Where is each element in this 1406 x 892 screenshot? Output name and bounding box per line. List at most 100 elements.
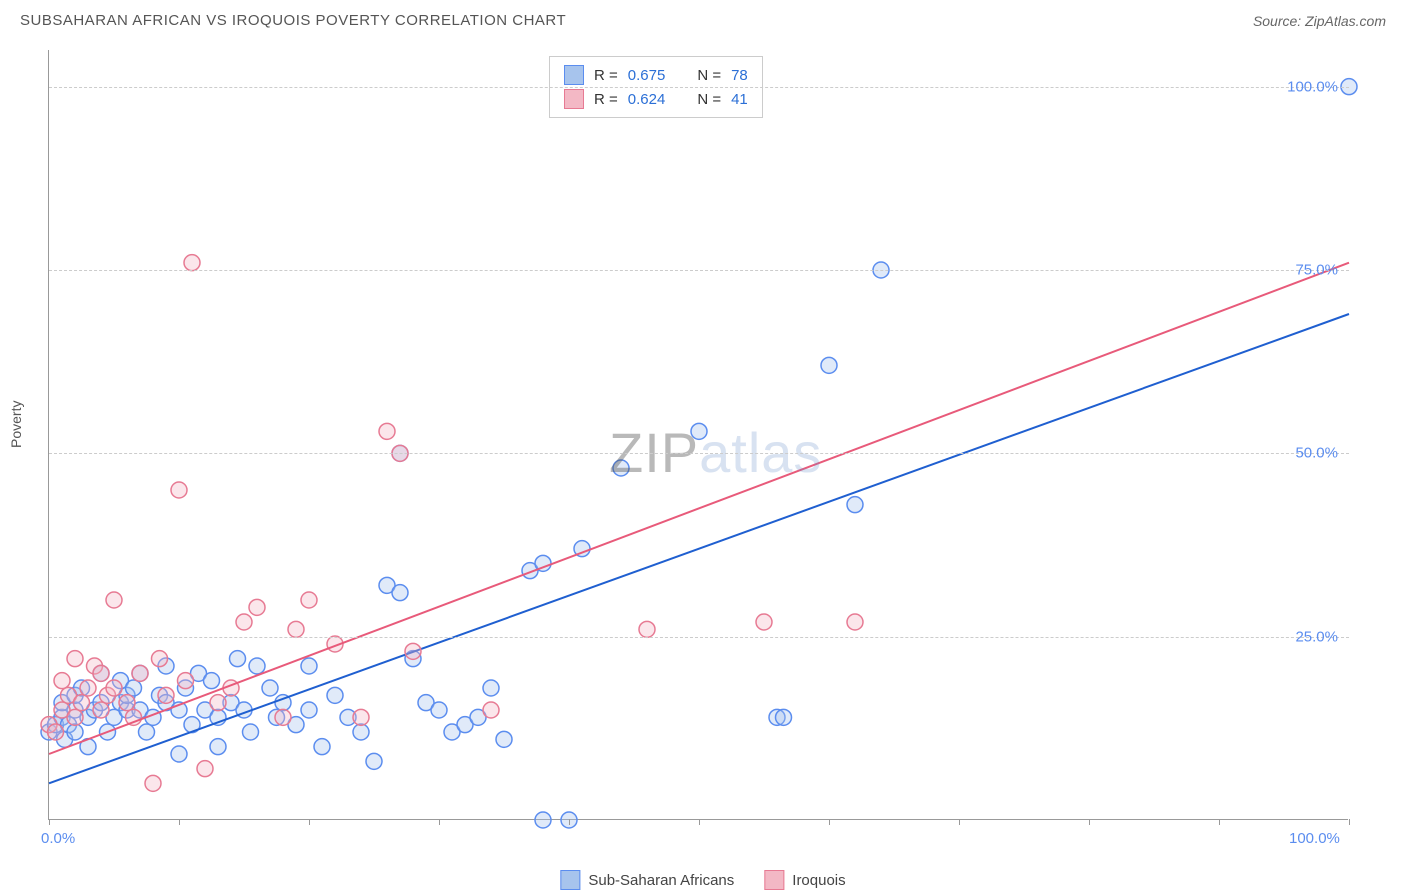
trend-line [49,314,1349,783]
x-tick [49,819,50,825]
plot-area: ZIPatlas R = 0.675 N = 78 R = 0.624 N = … [48,50,1348,820]
n-value-series1: 78 [731,67,748,84]
legend-item-series1: Sub-Saharan Africans [560,870,734,890]
x-tick [1219,819,1220,825]
data-point [314,739,330,755]
r-value-series1: 0.675 [628,67,666,84]
data-point [301,658,317,674]
data-point [483,680,499,696]
data-point [197,761,213,777]
stats-row-series2: R = 0.624 N = 41 [564,87,748,111]
x-tick [569,819,570,825]
data-point [776,709,792,725]
y-tick-label: 75.0% [1295,262,1338,279]
swatch-bottom-series1 [560,870,580,890]
y-tick-label: 25.0% [1295,628,1338,645]
data-point [496,731,512,747]
scatter-plot-svg [49,50,1349,820]
swatch-bottom-series2 [764,870,784,890]
data-point [243,724,259,740]
y-tick-label: 100.0% [1287,78,1338,95]
r-label: R = [594,91,618,108]
y-tick-label: 50.0% [1295,445,1338,462]
x-tick [439,819,440,825]
n-label: N = [697,67,721,84]
y-axis-label: Poverty [8,401,24,448]
data-point [184,255,200,271]
x-tick [1089,819,1090,825]
data-point [126,680,142,696]
x-tick-label: 100.0% [1289,830,1340,847]
data-point [249,658,265,674]
gridline [49,453,1349,454]
data-point [392,585,408,601]
x-tick [959,819,960,825]
chart-container: ZIPatlas R = 0.675 N = 78 R = 0.624 N = … [48,50,1388,840]
data-point [431,702,447,718]
data-point [80,680,96,696]
gridline [49,637,1349,638]
n-label: N = [697,91,721,108]
data-point [145,775,161,791]
x-tick [179,819,180,825]
data-point [756,614,772,630]
gridline [49,87,1349,88]
legend-label-series1: Sub-Saharan Africans [588,872,734,889]
data-point [275,709,291,725]
swatch-series1 [564,65,584,85]
data-point [106,680,122,696]
data-point [288,621,304,637]
n-value-series2: 41 [731,91,748,108]
data-point [132,665,148,681]
data-point [483,702,499,718]
data-point [262,680,278,696]
data-point [106,592,122,608]
data-point [171,746,187,762]
x-tick [1349,819,1350,825]
data-point [405,643,421,659]
data-point [301,592,317,608]
data-point [327,687,343,703]
data-point [535,812,551,828]
data-point [158,687,174,703]
data-point [639,621,655,637]
data-point [379,423,395,439]
gridline [49,270,1349,271]
data-point [48,724,64,740]
data-point [821,357,837,373]
data-point [204,673,220,689]
data-point [301,702,317,718]
data-point [67,651,83,667]
data-point [847,614,863,630]
x-tick [699,819,700,825]
data-point [171,482,187,498]
data-point [152,651,168,667]
data-point [249,599,265,615]
data-point [93,702,109,718]
swatch-series2 [564,89,584,109]
data-point [178,673,194,689]
data-point [691,423,707,439]
data-point [67,709,83,725]
bottom-legend: Sub-Saharan Africans Iroquois [560,870,845,890]
source-attribution: Source: ZipAtlas.com [1253,13,1386,29]
data-point [230,651,246,667]
stats-row-series1: R = 0.675 N = 78 [564,63,748,87]
r-value-series2: 0.624 [628,91,666,108]
data-point [139,724,155,740]
data-point [353,709,369,725]
data-point [210,739,226,755]
chart-title: SUBSAHARAN AFRICAN VS IROQUOIS POVERTY C… [20,12,566,29]
trend-line [49,263,1349,754]
legend-item-series2: Iroquois [764,870,845,890]
data-point [210,695,226,711]
data-point [847,497,863,513]
x-tick [309,819,310,825]
data-point [74,695,90,711]
r-label: R = [594,67,618,84]
data-point [353,724,369,740]
data-point [119,695,135,711]
data-point [366,753,382,769]
x-tick [829,819,830,825]
data-point [236,614,252,630]
